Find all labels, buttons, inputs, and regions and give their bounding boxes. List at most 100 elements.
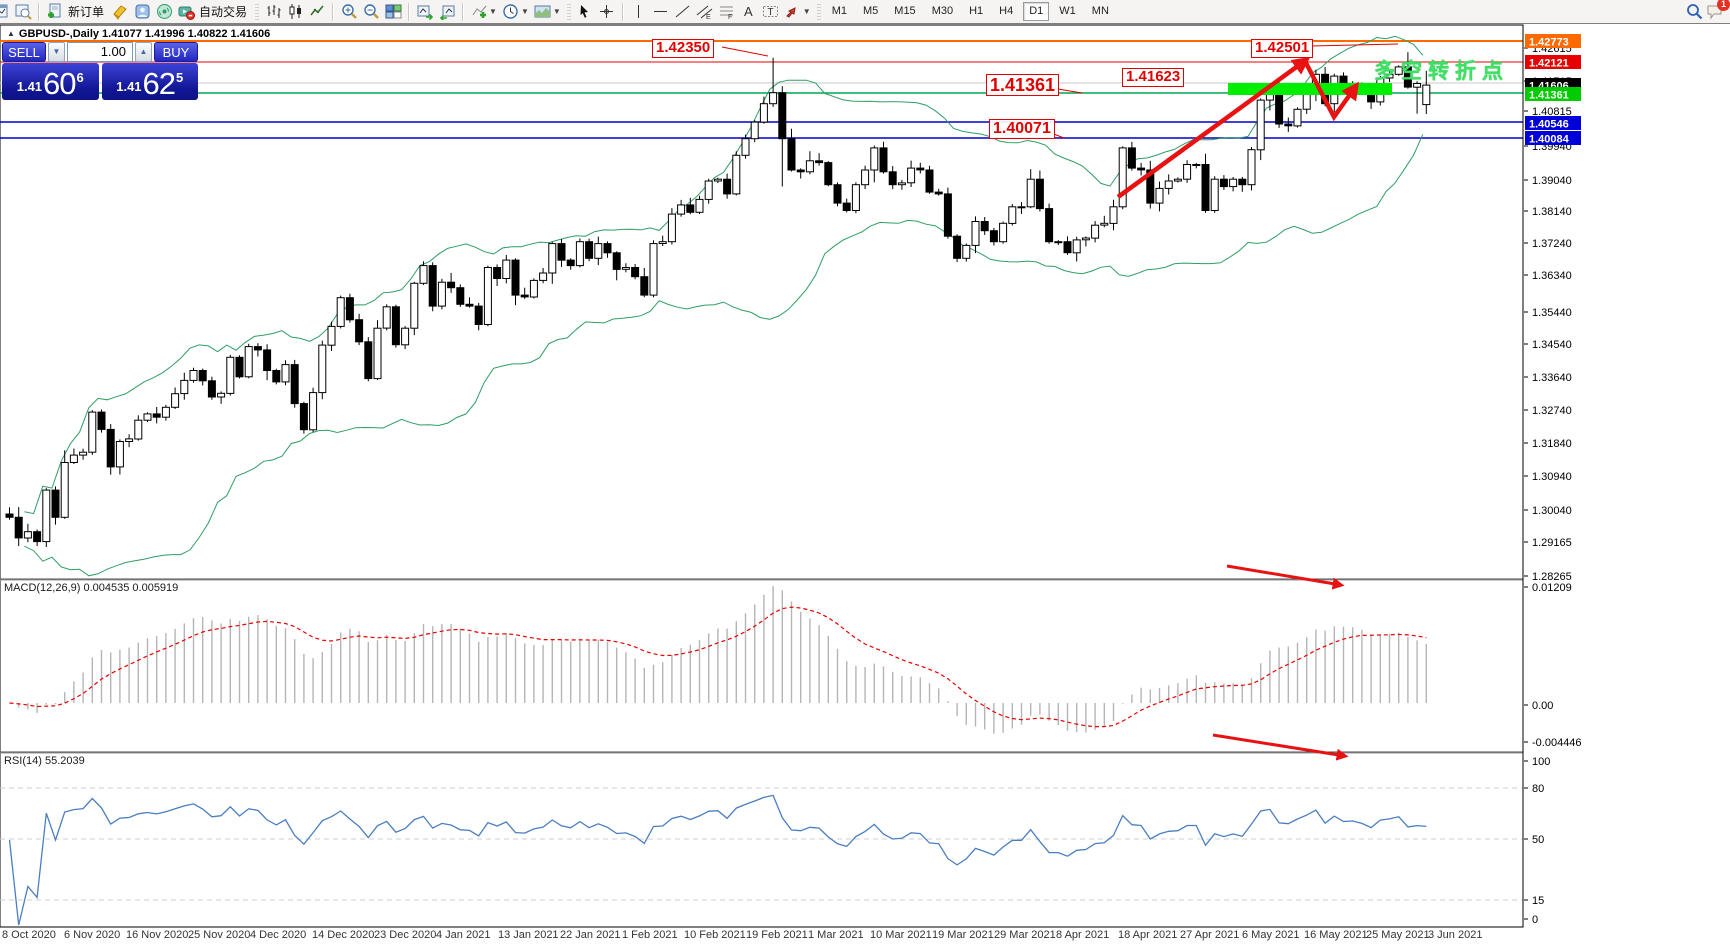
text-icon[interactable]: A [739,2,759,22]
timeframe-button-m30[interactable]: M30 [931,5,954,17]
price-tag-label[interactable]: 1.42501 [1251,39,1314,58]
collapse-icon[interactable]: ▲ [7,29,15,38]
new-order-icon[interactable] [45,2,65,22]
volume-increase-button[interactable]: ▲ [135,42,152,62]
price-scale-tick: 1.39040 [1532,175,1572,187]
toolbar-grip[interactable] [566,3,571,20]
date-axis-label: 18 Apr 2021 [1118,929,1178,941]
chart-shift-icon[interactable] [437,2,457,22]
strategy-tester-icon[interactable] [13,2,33,22]
date-axis-label: 16 May 2021 [1304,929,1368,941]
community-icon[interactable] [132,2,152,22]
price-tag-label[interactable]: 1.41623 [1122,68,1185,87]
price-scale-tick: 1.34540 [1532,339,1572,351]
price-marker-value: 1.42773 [1529,37,1569,49]
price-marker-box [1525,87,1581,101]
channel-icon[interactable]: E [695,2,715,22]
price-scale-tick: 0.01209 [1532,582,1572,594]
price-scale-tick: 50 [1532,834,1544,846]
toolbar-grip[interactable] [816,3,821,20]
timeframe-button-m1[interactable]: M1 [831,5,847,17]
timeframe-button-w1[interactable]: W1 [1059,5,1076,17]
dropdown-arrow-icon[interactable]: ▼ [520,7,529,16]
symbol-ohlc-text: GBPUSD-,Daily 1.41077 1.41996 1.40822 1.… [18,28,271,40]
indicators-icon[interactable] [469,2,489,22]
support-zone-band[interactable] [1228,83,1392,95]
svg-text:A: A [744,4,753,19]
price-scale-tick: 1.36340 [1532,270,1572,282]
notification-badge[interactable]: 1 [1717,0,1730,11]
date-axis-label: 10 Mar 2021 [870,929,932,941]
candles-icon[interactable] [285,2,305,22]
crosshair-icon[interactable] [597,2,617,22]
hline-icon[interactable] [651,2,671,22]
autoscroll-icon[interactable] [415,2,435,22]
price-tag-label[interactable]: 1.41361 [986,74,1060,97]
vline-icon[interactable] [629,2,649,22]
chat-icon[interactable]: 1 [1704,0,1730,22]
timeframe-button-h4[interactable]: H4 [999,5,1014,17]
date-axis-label: 1 Mar 2021 [808,929,864,941]
date-axis-label: 13 Jan 2021 [498,929,559,941]
new-order-button[interactable]: 新订单 [68,5,105,19]
metaeditor-icon[interactable] [110,2,130,22]
autotrading-icon[interactable] [176,2,196,22]
timeframe-button-mn[interactable]: MN [1091,5,1109,17]
svg-text:F: F [728,14,732,20]
price-marker-box [1525,116,1581,130]
annotation-note[interactable]: 多空转折点 [1374,60,1509,83]
volume-input[interactable]: 1.00 [67,42,133,62]
zoom-out-icon[interactable] [361,2,381,22]
toolbar-grip[interactable] [255,3,260,20]
periods-icon[interactable] [501,2,521,22]
sell-button[interactable]: SELL [2,42,46,62]
volume-decrease-button[interactable]: ▼ [48,42,65,62]
chart-window-icon[interactable] [0,2,11,22]
price-tag-label[interactable]: 1.40071 [989,119,1055,139]
sell-price-tile[interactable]: 1.41 60 6 [2,63,99,100]
price-scale-tick: 1.30940 [1532,471,1572,483]
timeframe-button-d1[interactable]: D1 [1023,2,1050,21]
signals-icon[interactable] [154,2,174,22]
trend-arrow-drawing[interactable] [1116,56,1311,199]
fibonacci-icon[interactable]: F [717,2,737,22]
trend-arrow-drawing[interactable] [1304,61,1360,122]
price-scale-tick: 1.33640 [1532,372,1572,384]
svg-text:T: T [768,7,774,18]
sell-price-major: 1.41 [16,79,43,94]
buy-price-tile[interactable]: 1.41 62 5 [101,63,198,100]
date-axis-label: 29 Mar 2021 [994,929,1056,941]
trend-arrow-drawing[interactable] [1212,733,1349,761]
timeframe-button-m5[interactable]: M5 [863,5,879,17]
dropdown-arrow-icon[interactable]: ▼ [489,7,497,16]
autotrading-button[interactable]: 自动交易 [199,5,248,19]
date-axis-label: 25 May 2021 [1366,929,1430,941]
timeframe-button-h1[interactable]: H1 [969,5,984,17]
date-axis-label: 4 Dec 2020 [250,929,307,941]
zoom-in-icon[interactable] [339,2,359,22]
search-icon[interactable] [1684,2,1704,22]
price-scale-tick: 1.35440 [1532,307,1572,319]
dropdown-arrow-icon[interactable]: ▼ [552,7,561,16]
bars-icon[interactable] [263,2,283,22]
toolbar-separator [38,2,40,21]
macd-label: MACD(12,26,9) 0.004535 0.005919 [4,582,179,594]
arrows-icon[interactable] [783,2,803,22]
price-scale-tick: 1.37240 [1532,238,1572,250]
price-tag-label[interactable]: 1.42350 [652,39,715,58]
templates-icon[interactable] [533,2,553,22]
candlestick-series [5,52,1431,547]
trendline-icon[interactable] [673,2,693,22]
textlabel-icon[interactable]: T [761,2,781,22]
buy-button[interactable]: BUY [154,42,198,62]
dropdown-arrow-icon[interactable]: ▼ [802,7,811,16]
price-marker-value: 1.40546 [1529,119,1569,131]
toolbar-separator [332,2,335,21]
linechart-icon[interactable] [307,2,327,22]
cursor-icon[interactable] [575,2,595,22]
trend-arrow-drawing[interactable] [1226,564,1345,590]
buy-price-pip: 5 [176,70,184,85]
timeframe-button-m15[interactable]: M15 [894,5,916,17]
tile-windows-icon[interactable] [383,2,403,22]
